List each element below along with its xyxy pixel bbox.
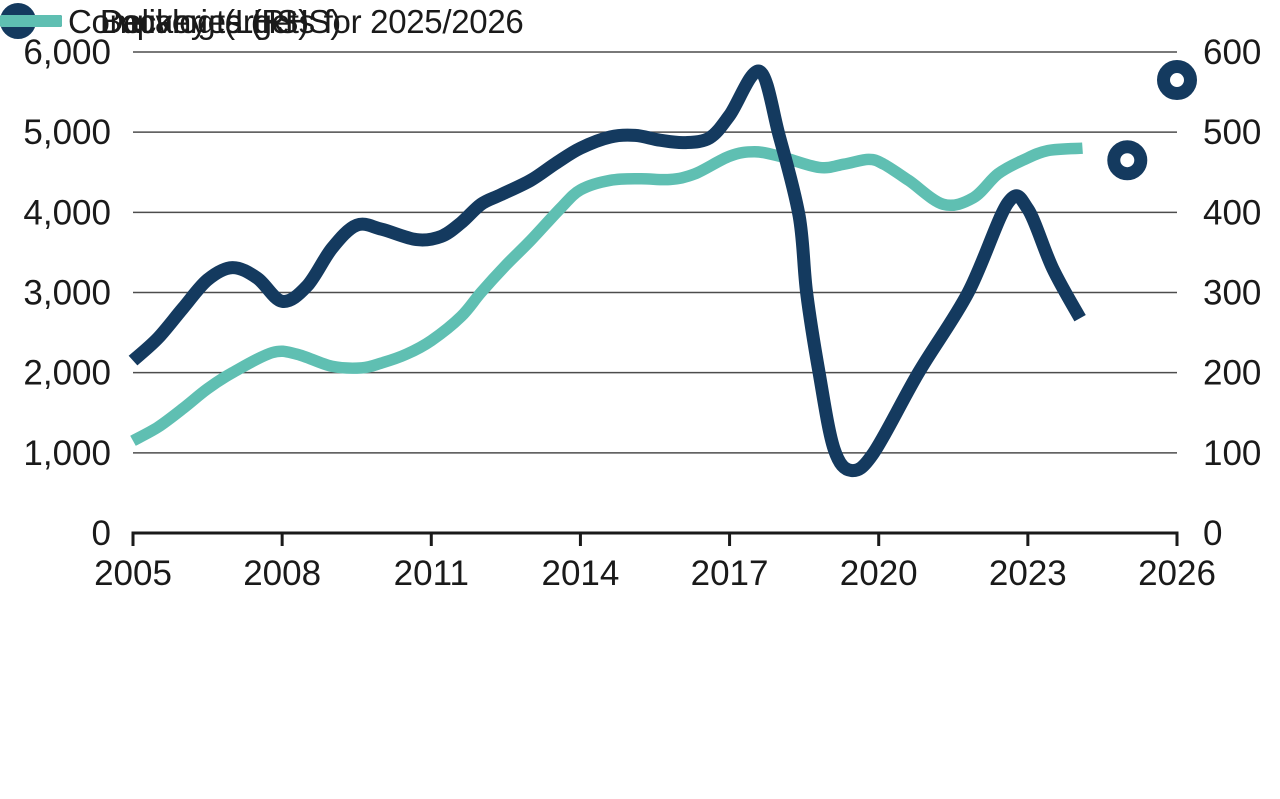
x-axis-tick-label: 2014 xyxy=(541,554,619,593)
legend-label-deliveries: Deliveries (RHS) xyxy=(100,2,341,40)
x-axis-tick-label: 2020 xyxy=(840,554,918,593)
y-axis-tick-label-right: 600 xyxy=(1203,33,1261,72)
y-axis-tick-label-right: 100 xyxy=(1203,434,1261,473)
y-axis-tick-label-right: 200 xyxy=(1203,354,1261,393)
x-axis-tick-label: 2026 xyxy=(1138,554,1216,593)
backlog-line xyxy=(130,142,1083,446)
x-axis-tick-label: 2008 xyxy=(243,554,321,593)
y-axis-tick-label-right: 300 xyxy=(1203,274,1261,313)
y-axis-tick-label-left: 4,000 xyxy=(23,193,111,232)
x-axis-tick-label: 2017 xyxy=(691,554,769,593)
y-axis-tick-label-left: 6,000 xyxy=(23,33,111,72)
target-marker-2025 xyxy=(1107,140,1148,181)
legend-label-targets: Company targets for 2025/2026 xyxy=(68,2,524,40)
y-axis-tick-label-right: 0 xyxy=(1203,514,1222,553)
legend-item-backlog: Backlog (LHS) xyxy=(0,0,309,42)
y-axis-tick-label-right: 500 xyxy=(1203,113,1261,152)
y-axis-tick-label-left: 3,000 xyxy=(23,274,111,313)
y-axis-tick-label-right: 400 xyxy=(1203,193,1261,232)
x-axis-tick-label: 2023 xyxy=(989,554,1067,593)
x-axis-tick-label: 2011 xyxy=(394,554,469,593)
legend-label-backlog: Backlog (LHS) xyxy=(100,2,309,40)
y-axis-tick-label-left: 0 xyxy=(92,514,111,553)
y-axis-tick-label-left: 1,000 xyxy=(23,434,111,473)
y-axis-tick-label-left: 2,000 xyxy=(23,354,111,393)
target-marker-2026 xyxy=(1157,60,1197,101)
backlog-line-swatch xyxy=(0,15,62,27)
x-axis-tick-label: 2005 xyxy=(94,554,172,593)
y-axis-tick-label-left: 5,000 xyxy=(23,113,111,152)
dual-axis-line-chart: 0 1,000 2,000 3,000 4,000 5,000 6,000 0 100 200 30… xyxy=(23,33,1261,593)
deliveries-line xyxy=(128,64,1086,478)
